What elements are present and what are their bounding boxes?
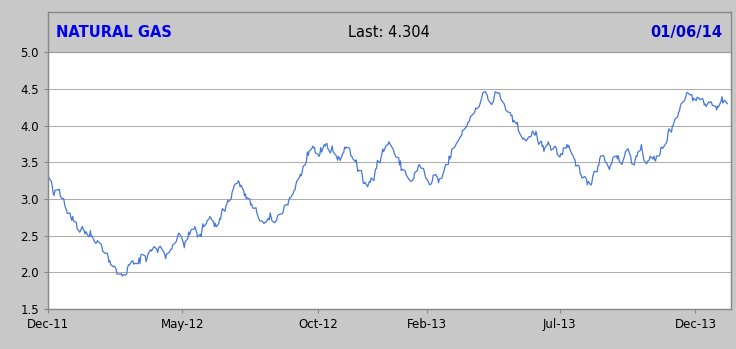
Text: 01/06/14: 01/06/14 [651, 25, 723, 40]
Text: NATURAL GAS: NATURAL GAS [56, 25, 172, 40]
Text: Last: 4.304: Last: 4.304 [348, 25, 431, 40]
